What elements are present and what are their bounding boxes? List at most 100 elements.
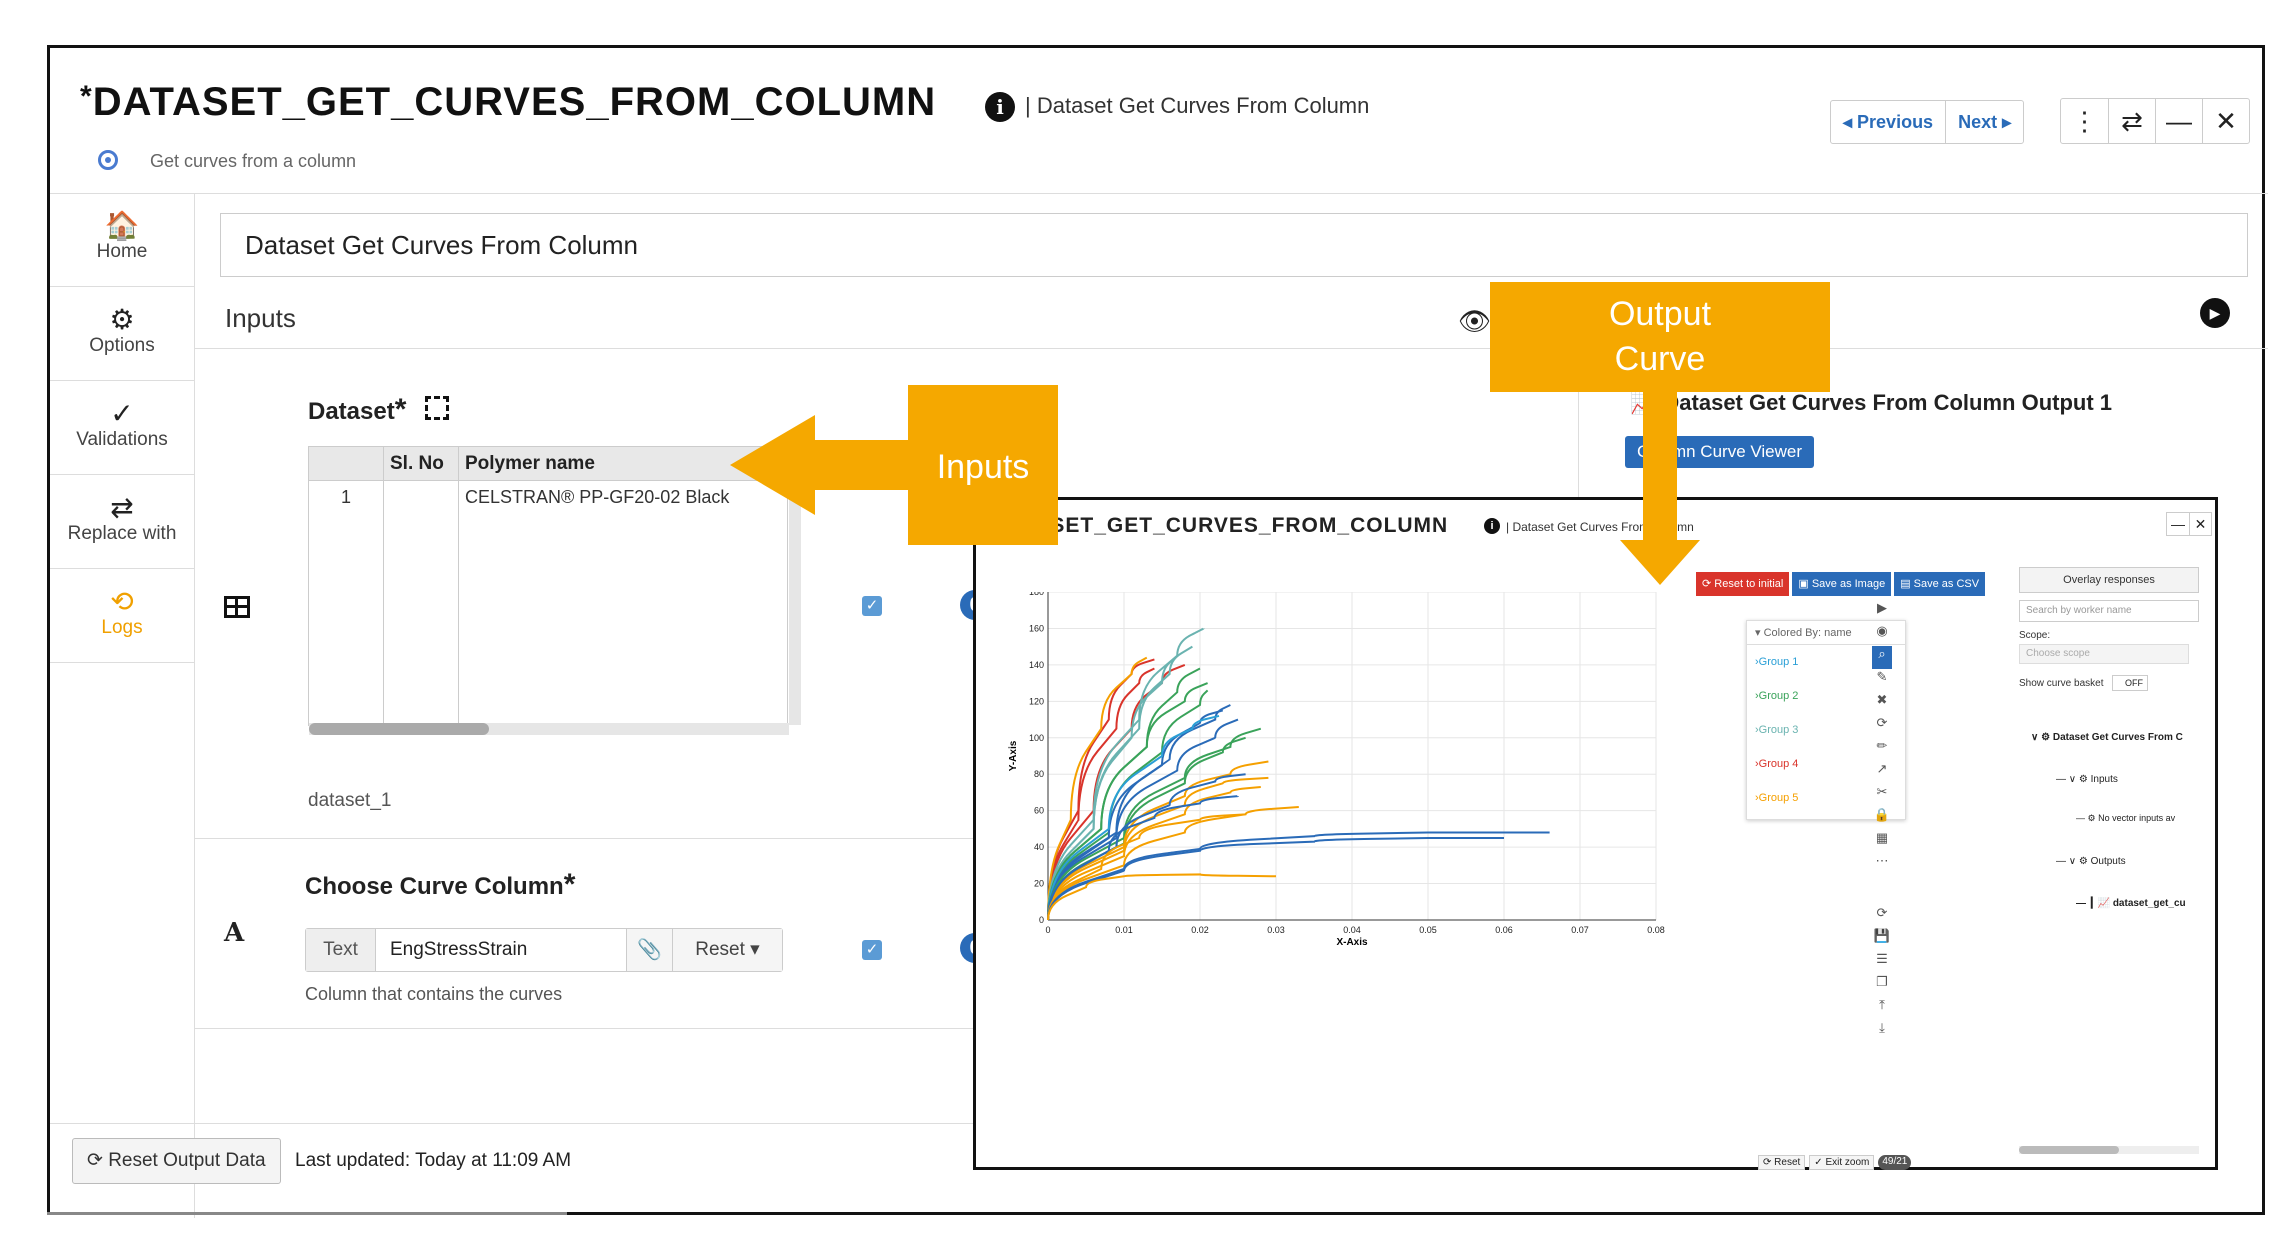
save-csv-button[interactable]: ▤ Save as CSV: [1894, 572, 1986, 596]
refresh-icon[interactable]: ⟳: [1876, 905, 1888, 920]
tree-node-outputs[interactable]: — ∨ ⚙ Outputs: [2056, 856, 2126, 867]
legend-item-group-5[interactable]: ›Group 5: [1755, 792, 1799, 804]
overlay-responses-button[interactable]: Overlay responses: [2019, 567, 2199, 593]
copy-icon[interactable]: ❐: [1876, 974, 1888, 989]
table-vscroll[interactable]: [789, 447, 801, 725]
x-tick-label: 0.03: [1267, 925, 1285, 935]
save-icon[interactable]: 💾: [1873, 928, 1891, 943]
legend-item-group-1[interactable]: ›Group 1: [1755, 656, 1799, 668]
viewer-window-controls: — ✕: [2166, 512, 2212, 536]
expand-icon[interactable]: [425, 396, 449, 420]
input-divider: [195, 838, 1025, 839]
tree-node-dataset[interactable]: — ┃ 📈 dataset_get_cu: [2076, 898, 2186, 909]
zoom-icon[interactable]: ⌕: [1872, 646, 1892, 669]
dataset-checkbox[interactable]: ✓: [862, 596, 882, 616]
play-icon[interactable]: ▶: [1877, 600, 1887, 615]
col-polymer-name: Polymer name: [465, 453, 595, 474]
swap-icon[interactable]: ⇄: [2108, 99, 2155, 143]
paperclip-icon[interactable]: 📎: [626, 929, 672, 971]
x-tick-label: 0.07: [1571, 925, 1589, 935]
chart-footer: ⟳ Reset ✓ Exit zoom 49/21: [1758, 1155, 1912, 1170]
save-image-button[interactable]: ▣ Save as Image: [1792, 572, 1892, 596]
eye-icon[interactable]: 👁: [1458, 306, 1492, 336]
minimize-icon[interactable]: —: [2171, 516, 2185, 532]
eye-icon[interactable]: ◉: [1876, 623, 1888, 638]
table-row[interactable]: 1 CELSTRAN® PP-GF20-02 Black: [309, 481, 787, 727]
page-title: *DATASET_GET_CURVES_FROM_COLUMN: [80, 80, 936, 125]
y-tick-label: 180: [1029, 592, 1044, 597]
previous-button[interactable]: ◂ Previous: [1843, 112, 1934, 132]
curve-basket-toggle[interactable]: OFF: [2112, 675, 2148, 691]
dataset-table[interactable]: Sl. No Polymer name 1 CELSTRAN® PP-GF20-…: [308, 446, 801, 735]
curve-series-9: [1047, 667, 1201, 921]
close-icon[interactable]: ✕: [2202, 99, 2249, 143]
curve-column-caption: Column that contains the curves: [305, 984, 563, 1004]
exit-zoom-button[interactable]: ✓ Exit zoom: [1809, 1155, 1875, 1170]
reset-zoom-button[interactable]: ⟳ Reset: [1758, 1155, 1806, 1170]
arrow-icon[interactable]: ↗: [1876, 761, 1888, 776]
reset-dropdown[interactable]: Reset ▾: [672, 929, 782, 971]
inputs-divider: [195, 348, 2268, 349]
x-tick-label: 0: [1045, 925, 1050, 935]
page-subtitle: | Dataset Get Curves From Column: [1025, 93, 1370, 118]
reset-output-button[interactable]: ⟳ Reset Output Data: [72, 1138, 281, 1184]
col-sl-no: Sl. No: [384, 447, 459, 480]
curve-series-22: [1047, 806, 1299, 921]
swap-icon: ⇄: [110, 492, 134, 523]
next-button[interactable]: Next ▸: [1945, 101, 2023, 143]
sidebar-item-label: Validations: [76, 429, 168, 450]
legend-item-group-2[interactable]: ›Group 2: [1755, 690, 1799, 702]
pen-icon[interactable]: ✎: [1876, 669, 1888, 684]
dataset-label: Dataset*: [308, 393, 407, 426]
panel-hscroll[interactable]: [2019, 1146, 2199, 1154]
edit-icon[interactable]: ✏: [1876, 738, 1888, 753]
sidebar-item-validations[interactable]: ✓ Validations: [50, 381, 194, 475]
curve-series-17: [1047, 760, 1269, 921]
legend-item-group-3[interactable]: ›Group 3: [1755, 724, 1799, 736]
download-icon[interactable]: ⤓: [1879, 1020, 1885, 1035]
more-icon[interactable]: ⋯: [1875, 853, 1889, 868]
x-tick-label: 0.08: [1647, 925, 1665, 935]
y-tick-label: 100: [1029, 733, 1044, 743]
play-icon[interactable]: ▶: [2200, 298, 2230, 328]
info-icon[interactable]: i: [985, 92, 1015, 122]
refresh-icon[interactable]: ⟳: [1876, 715, 1888, 730]
curve-series-26: [1047, 873, 1277, 921]
worker-search-input[interactable]: Search by worker name: [2019, 600, 2199, 622]
kebab-icon[interactable]: ⋮: [2071, 106, 2098, 136]
sidebar-item-replace[interactable]: ⇄ Replace with: [50, 475, 194, 569]
list-icon[interactable]: ☰: [1876, 951, 1888, 966]
sidebar-item-options[interactable]: ⚙ Options: [50, 287, 194, 381]
legend-item-group-4[interactable]: ›Group 4: [1755, 758, 1799, 770]
title-text: DATASET_GET_CURVES_FROM_COLUMN: [92, 80, 937, 124]
y-axis-label: Y-Axis: [1008, 740, 1019, 771]
curve-series-21: [1047, 795, 1239, 921]
curve-series-2: [1047, 667, 1155, 921]
sidebar-item-home[interactable]: 🏠 Home: [50, 193, 194, 287]
scope-select[interactable]: Choose scope: [2019, 644, 2189, 664]
x-tick-label: 0.02: [1191, 925, 1209, 935]
scissors-icon[interactable]: ✂: [1876, 784, 1888, 799]
tree-node-inputs[interactable]: — ∨ ⚙ Inputs: [2056, 774, 2118, 785]
lock-icon[interactable]: 🔒: [1873, 807, 1891, 822]
table-icon[interactable]: ▦: [1875, 830, 1889, 845]
cross-icon[interactable]: ✖: [1876, 692, 1888, 707]
tree-node-root[interactable]: ∨ ⚙ Dataset Get Curves From C: [2031, 732, 2183, 743]
curve-series-7: [1047, 655, 1178, 921]
close-icon[interactable]: ✕: [2189, 513, 2211, 535]
worker-name-input[interactable]: Dataset Get Curves From Column: [220, 213, 2248, 277]
reset-to-initial-button[interactable]: ⟳ Reset to initial: [1696, 572, 1790, 596]
legend-header[interactable]: ▾ Colored By: name: [1747, 621, 1905, 645]
minimize-icon[interactable]: —: [2155, 99, 2202, 143]
upload-icon[interactable]: ⤒: [1879, 997, 1885, 1012]
curve-series-4: [1047, 656, 1148, 921]
curve-chart[interactable]: 0 0.01 0.02 0.03 0.04 0.05 0.06 0.07 0.08 0 20 40 60…: [976, 592, 1676, 1012]
sidebar-item-logs[interactable]: ⟲ Logs: [50, 569, 194, 663]
info-icon[interactable]: i: [1484, 518, 1500, 534]
window-tools: ⋮ ⇄ — ✕: [2060, 98, 2250, 144]
curve-column-field: Text EngStressStrain 📎 Reset ▾: [305, 928, 783, 972]
curve-column-checkbox[interactable]: ✓: [862, 940, 882, 960]
table-hscroll[interactable]: [309, 723, 789, 735]
curve-column-input[interactable]: EngStressStrain: [390, 939, 528, 960]
x-axis-label: X-Axis: [1336, 937, 1368, 948]
